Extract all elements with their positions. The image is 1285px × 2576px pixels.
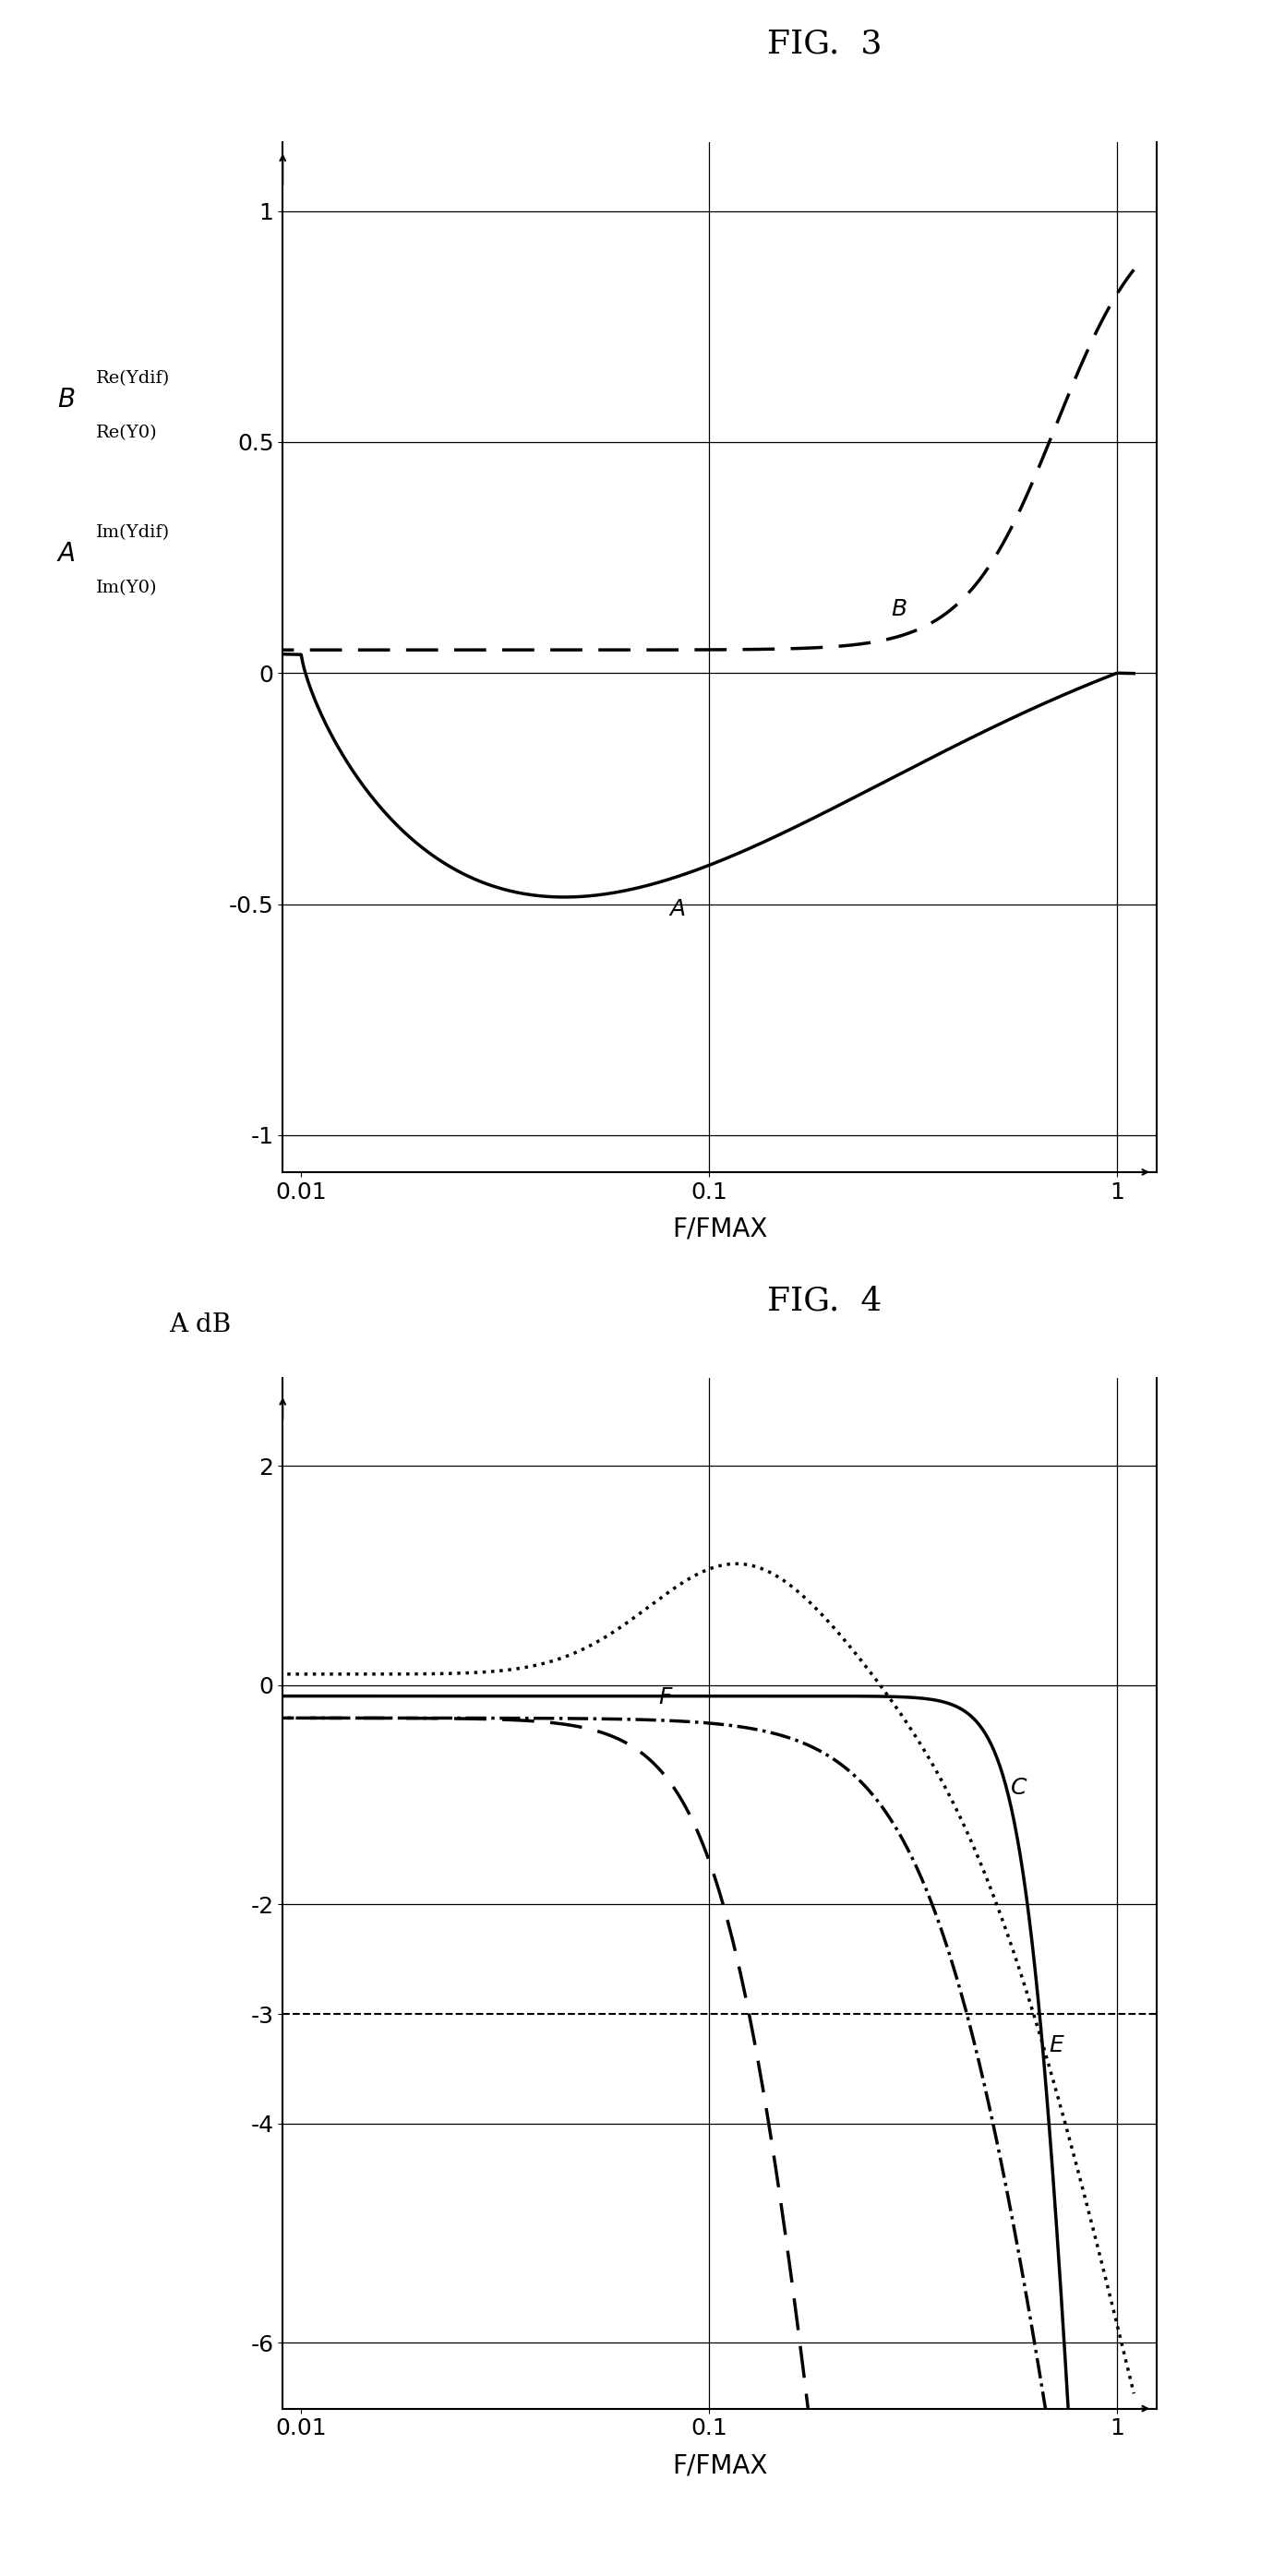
Text: FIG.  3: FIG. 3 [767,28,882,59]
Text: Im(Y0): Im(Y0) [96,580,158,595]
Text: B: B [892,598,907,621]
Text: C: C [1011,1777,1027,1798]
Text: E: E [1049,2035,1063,2056]
X-axis label: F/FMAX: F/FMAX [672,2452,767,2478]
Text: Im(Ydif): Im(Ydif) [96,526,171,541]
Text: B: B [58,386,76,412]
X-axis label: F/FMAX: F/FMAX [672,1216,767,1242]
Text: A dB: A dB [170,1311,231,1337]
Text: A: A [58,541,76,567]
Text: FIG.  4: FIG. 4 [767,1285,882,1316]
Text: Re(Ydif): Re(Ydif) [96,371,171,386]
Text: A: A [669,899,685,920]
Text: F: F [658,1687,672,1708]
Text: Re(Y0): Re(Y0) [96,425,158,440]
